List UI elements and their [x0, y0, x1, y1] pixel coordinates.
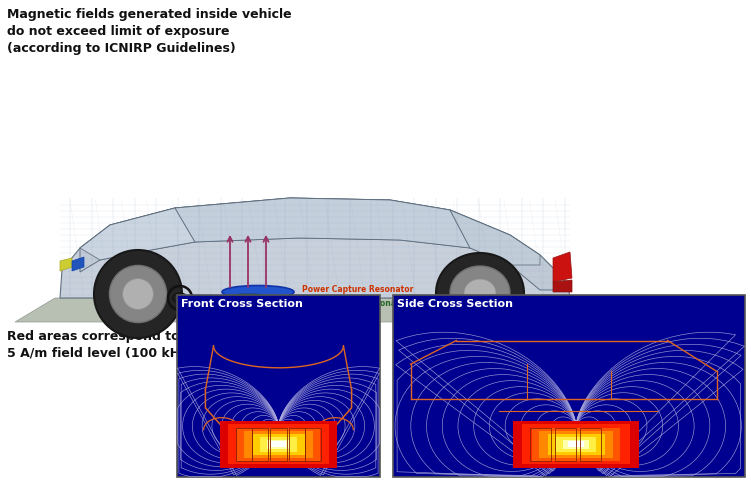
Ellipse shape [204, 294, 292, 309]
Bar [244, 430, 312, 458]
Polygon shape [72, 257, 84, 271]
Bar [228, 424, 328, 464]
Bar [252, 434, 305, 455]
Text: Red areas correspond to
5 A/m field level (100 kHz): Red areas correspond to 5 A/m field leve… [7, 330, 193, 360]
Bar [237, 428, 320, 461]
Circle shape [122, 279, 153, 309]
Bar [219, 421, 337, 468]
Bar [393, 295, 745, 477]
Polygon shape [553, 280, 572, 292]
Ellipse shape [436, 253, 524, 333]
Polygon shape [553, 252, 572, 282]
Bar [556, 437, 596, 452]
Bar [522, 424, 630, 464]
Bar [555, 428, 576, 461]
Bar [580, 428, 601, 461]
Bar [177, 295, 380, 477]
Bar [530, 428, 551, 461]
Bar [547, 434, 605, 455]
Polygon shape [175, 198, 470, 248]
Text: Power Capture Resonator: Power Capture Resonator [302, 285, 413, 293]
Polygon shape [15, 298, 620, 322]
Circle shape [110, 265, 167, 323]
Bar [236, 428, 252, 461]
Text: Power Source Resonator: Power Source Resonator [302, 299, 409, 307]
Polygon shape [60, 258, 72, 271]
Polygon shape [60, 198, 570, 298]
Text: Front Cross Section: Front Cross Section [181, 299, 303, 309]
Bar [513, 421, 639, 468]
Bar [270, 428, 287, 461]
Ellipse shape [464, 279, 496, 307]
Bar [252, 428, 268, 461]
Bar [305, 428, 321, 461]
Polygon shape [80, 208, 195, 260]
Bar [563, 439, 589, 449]
Bar [267, 439, 291, 449]
Ellipse shape [222, 286, 294, 299]
Bar [539, 430, 613, 458]
Bar [271, 441, 285, 447]
Text: Magnetic fields generated inside vehicle
do not exceed limit of exposure
(accord: Magnetic fields generated inside vehicle… [7, 8, 291, 55]
Bar [532, 428, 620, 461]
Polygon shape [450, 210, 540, 265]
Polygon shape [80, 198, 555, 290]
Bar [260, 437, 297, 452]
Bar [569, 441, 584, 447]
Bar [288, 428, 305, 461]
Text: Side Cross Section: Side Cross Section [397, 299, 513, 309]
Circle shape [94, 250, 182, 338]
Ellipse shape [450, 266, 510, 320]
